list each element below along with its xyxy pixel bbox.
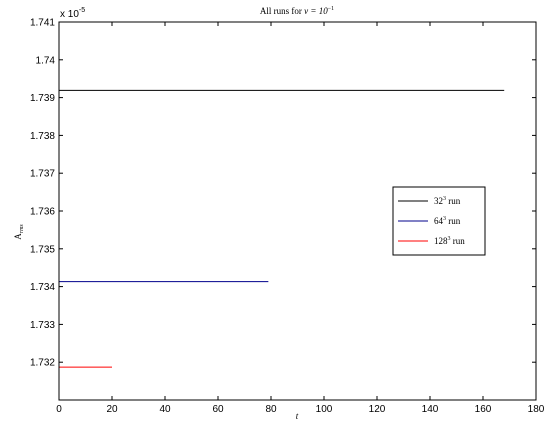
legend-entry: 1283 run	[434, 236, 465, 246]
x-axis-label: t	[296, 411, 299, 421]
chart-title: All runs for ν = 10−1	[260, 6, 334, 16]
y-tick-label: 1.733	[30, 320, 55, 331]
legend: 323 run 643 run 1283 run	[392, 186, 486, 256]
x-tick-label: 0	[56, 404, 62, 415]
y-tick-label: 1.732	[30, 358, 55, 369]
legend-entry: 643 run	[434, 216, 461, 226]
x-tick-label: 20	[106, 404, 118, 415]
legend-entry: 323 run	[434, 196, 461, 206]
y-axis-label: Arms	[13, 224, 25, 240]
y-tick-label: 1.737	[30, 169, 55, 180]
y-tick-label: 1.739	[30, 93, 55, 104]
x-tick-label: 120	[369, 404, 386, 415]
series-lines	[59, 89, 505, 368]
y-tick-label: 1.741	[30, 18, 55, 29]
y-tick-label: 1.734	[30, 282, 55, 293]
plot-area	[58, 21, 537, 401]
x-tick-label: 100	[316, 404, 333, 415]
x-tick-label: 40	[159, 404, 171, 415]
y-axis-multiplier: x 10-5	[60, 7, 85, 20]
y-tick-label: 1.736	[30, 207, 55, 218]
y-tick-label: 1.74	[36, 55, 56, 66]
tick-labels: 0 20 40 60 80 100 120 140 160 180 1.732 1.733 1.734 1…	[30, 18, 545, 416]
y-tick-label: 1.738	[30, 131, 55, 142]
x-tick-label: 180	[528, 404, 545, 415]
x-tick-label: 140	[422, 404, 439, 415]
x-tick-label: 160	[475, 404, 492, 415]
x-tick-label: 80	[265, 404, 277, 415]
y-tick-label: 1.735	[30, 244, 55, 255]
x-tick-label: 60	[212, 404, 224, 415]
